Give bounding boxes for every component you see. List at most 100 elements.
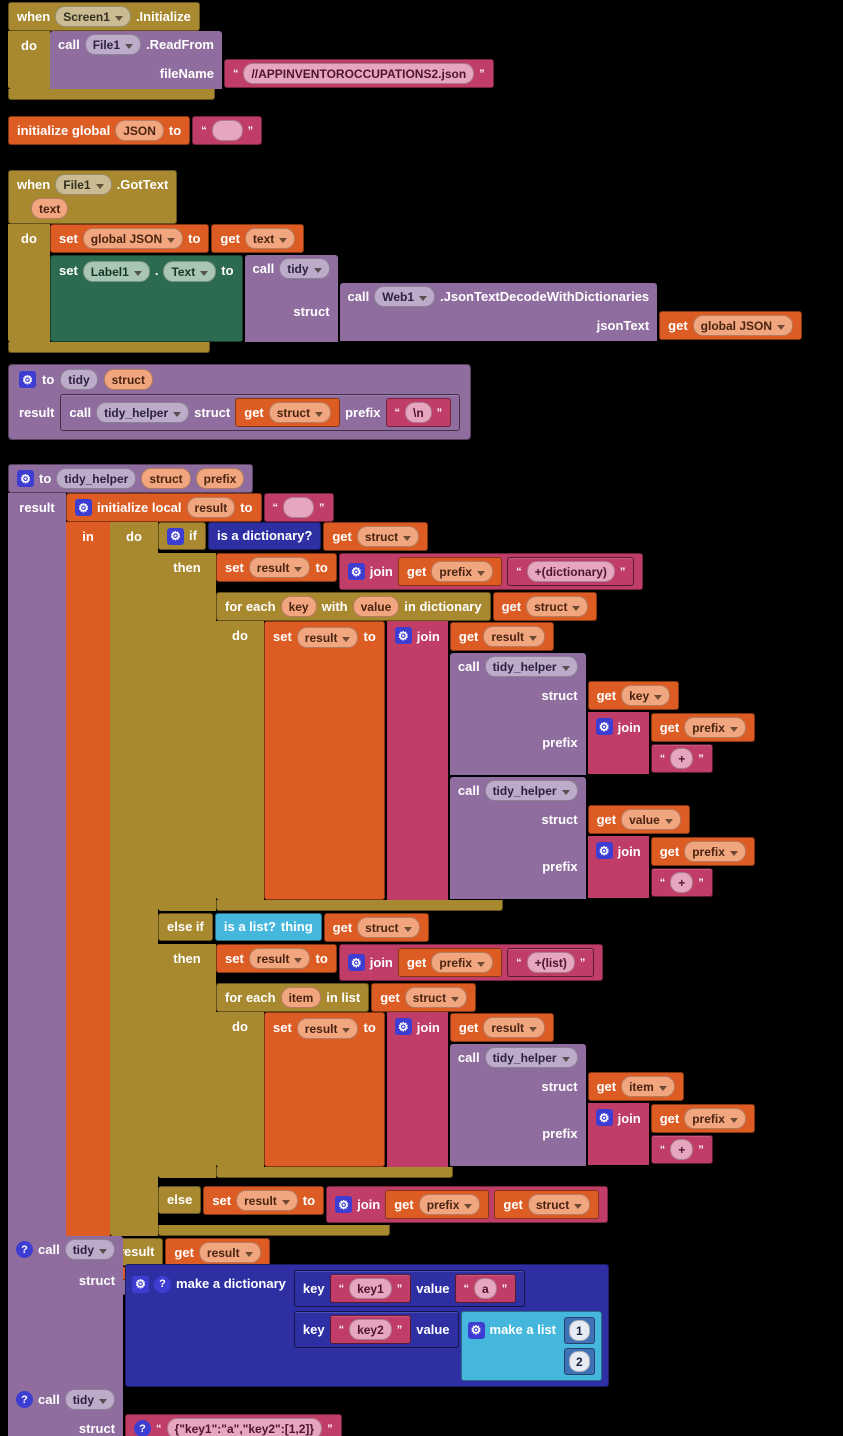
init-global-header[interactable]: initialize global JSON to — [8, 116, 191, 145]
variable-dropdown[interactable]: global JSON — [692, 315, 794, 336]
join-block[interactable]: ⚙ join get prefix get — [326, 1186, 609, 1223]
call-tidy-dictionary-test-block[interactable]: ? call tidy struct ⚙ ? make a dictionary… — [8, 1236, 609, 1388]
variable-dropdown[interactable]: prefix — [684, 841, 746, 862]
variable-dropdown[interactable]: prefix — [431, 561, 494, 582]
string-field[interactable]: {"key1":"a","key2":[1,2]} — [166, 1418, 323, 1436]
string-field[interactable]: //APPINVENTOROCCUPATIONS2.json — [243, 63, 475, 84]
do-result-block[interactable]: do ⚙ if is a diction — [110, 522, 755, 1267]
text-string-block[interactable]: “ +(dictionary) ” — [507, 557, 635, 586]
make-a-list-block[interactable]: ⚙ make a list 1 2 — [460, 1311, 602, 1381]
variable-dropdown[interactable]: result — [483, 1017, 546, 1038]
mutator-gear-icon[interactable]: ⚙ — [75, 499, 92, 516]
help-icon[interactable]: ? — [16, 1241, 33, 1258]
string-field[interactable]: key2 — [349, 1319, 392, 1340]
variable-dropdown[interactable]: global JSON — [82, 228, 184, 249]
if-block[interactable]: ⚙ if is a dictionary? get struct — [158, 522, 755, 1236]
mutator-gear-icon[interactable]: ⚙ — [394, 1018, 412, 1035]
key1-string-block[interactable]: “ key1 ” — [329, 1274, 412, 1303]
procedure-dropdown[interactable]: tidy_helper — [484, 780, 578, 801]
string-field[interactable] — [211, 120, 243, 141]
procedure-dropdown[interactable]: tidy_helper — [96, 402, 190, 423]
foreach-list-block[interactable]: for each item in list get struct — [216, 983, 755, 1178]
get-struct-block[interactable]: get struct — [371, 983, 477, 1012]
value-a-string-block[interactable]: “ a ” — [454, 1274, 517, 1303]
else-if-header[interactable]: else if — [158, 913, 213, 941]
when-screen1-initialize-block[interactable]: when Screen1 .Initialize do call File1 .… — [8, 2, 494, 100]
property-dropdown[interactable]: Text — [163, 261, 217, 282]
event-param-badge[interactable]: text — [31, 198, 69, 219]
string-field[interactable]: + — [670, 872, 694, 893]
newline-string-block[interactable]: “ \n ” — [385, 398, 452, 427]
mutator-gear-icon[interactable]: ⚙ — [595, 718, 613, 735]
mutator-gear-icon[interactable]: ⚙ — [347, 954, 365, 971]
string-field[interactable]: \n — [405, 402, 432, 423]
param-badge-struct[interactable]: struct — [141, 468, 191, 489]
event-header[interactable]: when Screen1 .Initialize — [8, 2, 200, 31]
set-component-property-block[interactable]: set Label1 . Text to — [50, 255, 243, 342]
set-variable-block[interactable]: set result to — [216, 553, 337, 582]
else-header[interactable]: else — [158, 1186, 202, 1214]
loop-var-key-field[interactable]: key — [280, 596, 317, 617]
procedure-tidy-helper-block[interactable]: ⚙ to tidy_helper struct prefix result ⚙ … — [8, 464, 755, 1295]
mutator-gear-icon[interactable]: ⚙ — [167, 527, 184, 545]
number-block[interactable]: 2 — [564, 1348, 595, 1375]
make-a-dictionary-block[interactable]: ⚙ ? make a dictionary key “ key1 ” value — [125, 1264, 609, 1387]
variable-dropdown[interactable]: result — [296, 627, 359, 648]
string-field[interactable]: +(list) — [526, 952, 575, 973]
procedure-header[interactable]: ⚙ to tidy_helper struct prefix — [8, 464, 254, 493]
variable-dropdown[interactable]: item — [621, 1076, 675, 1097]
call-tidy-helper-block[interactable]: call tidy_helper struct — [449, 777, 755, 899]
param-badge[interactable]: struct — [103, 369, 153, 390]
key2-string-block[interactable]: “ key2 ” — [329, 1315, 412, 1344]
param-badge-prefix[interactable]: prefix — [195, 468, 245, 489]
event-header[interactable]: when File1 .GotText text — [8, 170, 178, 224]
foreach-dict-header[interactable]: for each key with value in dictionary — [216, 592, 491, 621]
join-block[interactable]: ⚙ join ge — [587, 1103, 755, 1165]
variable-dropdown[interactable]: result — [296, 1018, 359, 1039]
string-field[interactable]: + — [670, 748, 694, 769]
variable-dropdown[interactable]: text — [244, 228, 296, 249]
set-variable-block[interactable]: set result to — [264, 621, 385, 900]
component-dropdown[interactable]: Label1 — [82, 261, 150, 282]
string-field[interactable]: + — [670, 1139, 694, 1160]
variable-name-field[interactable]: JSON — [115, 120, 164, 141]
foreach-list-header[interactable]: for each item in list — [216, 983, 370, 1012]
variable-dropdown[interactable]: struct — [404, 987, 468, 1008]
variable-dropdown[interactable]: struct — [357, 917, 420, 938]
component-dropdown[interactable]: File1 — [84, 34, 142, 55]
set-result-statement[interactable]: set result to ⚙ — [264, 621, 755, 900]
variable-dropdown[interactable]: key — [621, 685, 671, 706]
mutator-gear-icon[interactable]: ⚙ — [394, 627, 412, 644]
number-field[interactable]: 2 — [569, 1351, 590, 1372]
loop-var-value-field[interactable]: value — [352, 596, 400, 617]
variable-dropdown[interactable]: prefix — [684, 717, 746, 738]
variable-dropdown[interactable]: result — [248, 948, 311, 969]
join-block[interactable]: ⚙ join get result — [386, 1012, 755, 1167]
get-struct-block[interactable]: get struct — [323, 913, 429, 942]
set-result-statement[interactable]: set result to ⚙ join — [216, 553, 644, 590]
number-field[interactable]: 1 — [569, 1320, 590, 1341]
text-string-block[interactable]: “ //APPINVENTOROCCUPATIONS2.json ” — [223, 59, 494, 88]
set-result-statement[interactable]: set result to ⚙ — [264, 1012, 755, 1167]
set-label1-text-statement[interactable]: set Label1 . Text to call tidy struct — [50, 255, 803, 342]
mutator-gear-icon[interactable]: ⚙ — [335, 1196, 353, 1213]
string-field[interactable]: a — [474, 1278, 497, 1299]
get-struct-block[interactable]: get struct — [323, 522, 429, 551]
join-block[interactable]: ⚙ join get prefix “ — [338, 553, 644, 590]
get-value-block[interactable]: get value — [587, 805, 690, 834]
foreach-dictionary-block[interactable]: for each key with value in dictionary — [216, 592, 755, 911]
mutator-gear-icon[interactable]: ⚙ — [347, 563, 365, 580]
mutator-gear-icon[interactable]: ⚙ — [17, 470, 34, 487]
json-string-block[interactable]: ? “ {"key1":"a","key2":[1,2]} ” — [125, 1414, 342, 1436]
is-a-dictionary-block[interactable]: is a dictionary? — [207, 522, 322, 550]
mutator-gear-icon[interactable]: ⚙ — [595, 1109, 613, 1126]
variable-dropdown[interactable]: prefix — [418, 1194, 481, 1215]
procedure-name-field[interactable]: tidy_helper — [56, 468, 137, 489]
variable-dropdown[interactable]: struct — [268, 402, 332, 423]
empty-string-block[interactable]: “ ” — [192, 116, 263, 145]
local-name-field[interactable]: result — [186, 497, 236, 518]
mutator-gear-icon[interactable]: ⚙ — [19, 371, 36, 388]
get-text-block[interactable]: get text — [211, 224, 305, 253]
init-global-json-block[interactable]: initialize global JSON to “ ” — [8, 116, 263, 145]
